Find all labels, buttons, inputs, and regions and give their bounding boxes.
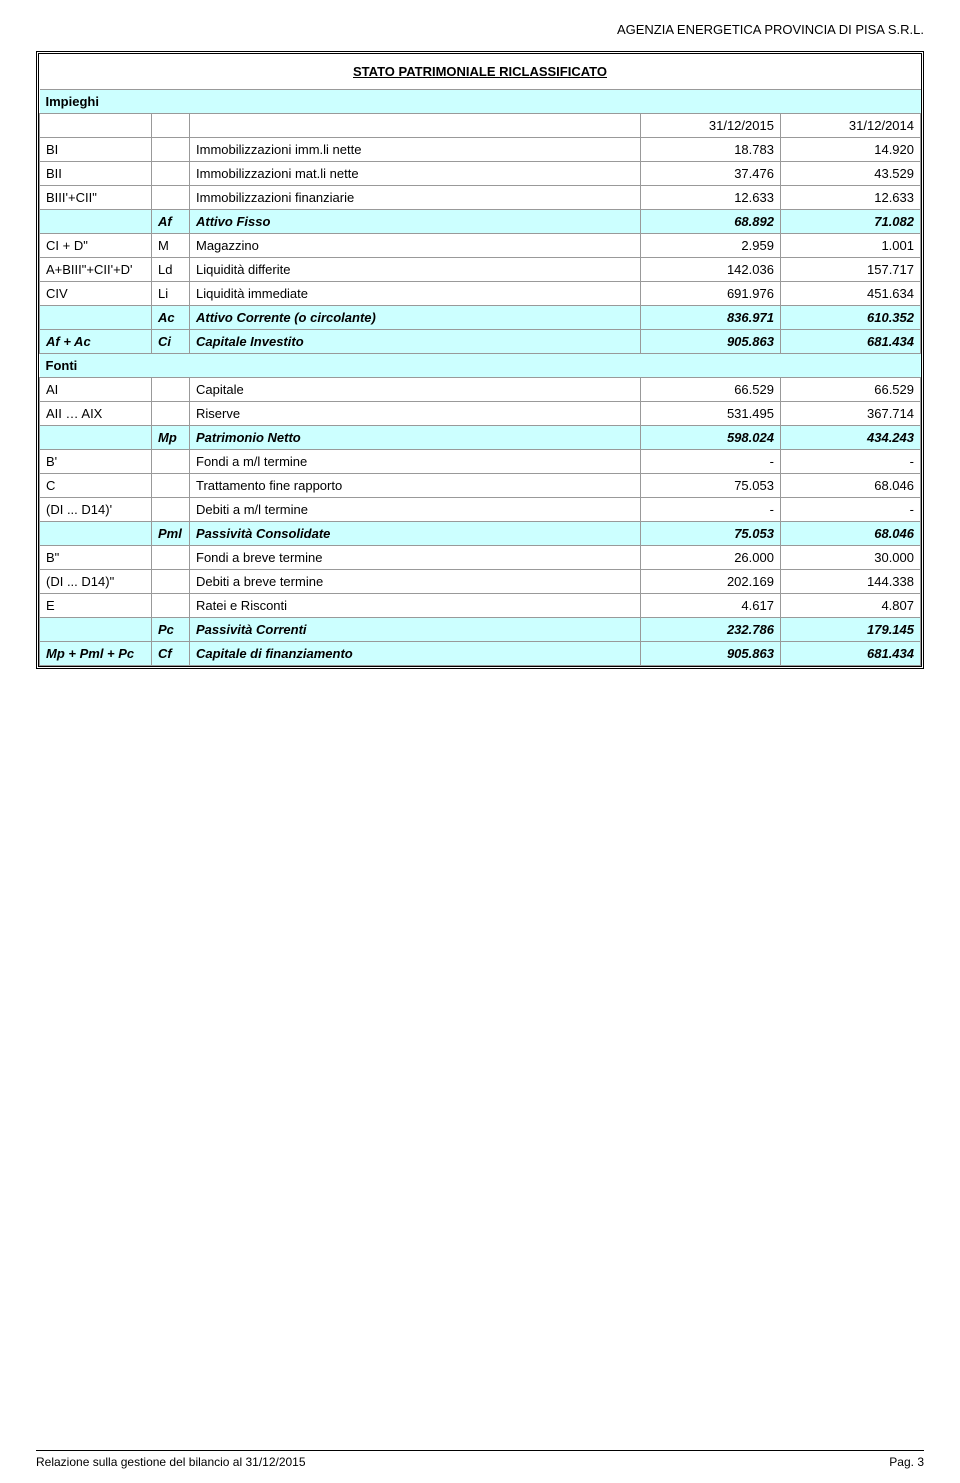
- section-fonti: Fonti: [40, 354, 921, 378]
- table-row: C Trattamento fine rapporto 75.053 68.04…: [40, 474, 921, 498]
- row-desc: Immobilizzazioni imm.li nette: [190, 138, 641, 162]
- row-label: BI: [40, 138, 152, 162]
- table-row: CIV Li Liquidità immediate 691.976 451.6…: [40, 282, 921, 306]
- table-row: AII … AIX Riserve 531.495 367.714: [40, 402, 921, 426]
- stato-patrimoniale-table: STATO PATRIMONIALE RICLASSIFICATO Impieg…: [39, 54, 921, 666]
- table-row: BI Immobilizzazioni imm.li nette 18.783 …: [40, 138, 921, 162]
- company-header: AGENZIA ENERGETICA PROVINCIA DI PISA S.R…: [36, 22, 924, 37]
- table-title: STATO PATRIMONIALE RICLASSIFICATO: [40, 54, 921, 90]
- table-row: B" Fondi a breve termine 26.000 30.000: [40, 546, 921, 570]
- table-row: BII Immobilizzazioni mat.li nette 37.476…: [40, 162, 921, 186]
- table-row: B' Fondi a m/l termine - -: [40, 450, 921, 474]
- total-capitale-finanziamento: Mp + Pml + Pc Cf Capitale di finanziamen…: [40, 642, 921, 666]
- table-row: AI Capitale 66.529 66.529: [40, 378, 921, 402]
- table-row: BIII'+CII" Immobilizzazioni finanziarie …: [40, 186, 921, 210]
- row-val-1: 18.783: [640, 138, 780, 162]
- table-row: (DI ... D14)" Debiti a breve termine 202…: [40, 570, 921, 594]
- subtotal-attivo-corrente: Ac Attivo Corrente (o circolante) 836.97…: [40, 306, 921, 330]
- row-val-2: 14.920: [780, 138, 920, 162]
- table-row: CI + D" M Magazzino 2.959 1.001: [40, 234, 921, 258]
- col-date-2: 31/12/2014: [780, 114, 920, 138]
- page-footer: Relazione sulla gestione del bilancio al…: [36, 1450, 924, 1469]
- section-impieghi: Impieghi: [40, 90, 921, 114]
- table-row: (DI ... D14)' Debiti a m/l termine - -: [40, 498, 921, 522]
- col-date-1: 31/12/2015: [640, 114, 780, 138]
- subtotal-attivo-fisso: Af Attivo Fisso 68.892 71.082: [40, 210, 921, 234]
- subtotal-patrimonio-netto: Mp Patrimonio Netto 598.024 434.243: [40, 426, 921, 450]
- subtotal-passivita-consolidate: Pml Passività Consolidate 75.053 68.046: [40, 522, 921, 546]
- footer-page: Pag. 3: [889, 1455, 924, 1469]
- row-code: [152, 138, 190, 162]
- total-capitale-investito: Af + Ac Ci Capitale Investito 905.863 68…: [40, 330, 921, 354]
- table-frame: STATO PATRIMONIALE RICLASSIFICATO Impieg…: [36, 51, 924, 669]
- footer-left: Relazione sulla gestione del bilancio al…: [36, 1455, 306, 1469]
- subtotal-passivita-correnti: Pc Passività Correnti 232.786 179.145: [40, 618, 921, 642]
- table-row: E Ratei e Risconti 4.617 4.807: [40, 594, 921, 618]
- table-row: A+BIII"+CII'+D' Ld Liquidità differite 1…: [40, 258, 921, 282]
